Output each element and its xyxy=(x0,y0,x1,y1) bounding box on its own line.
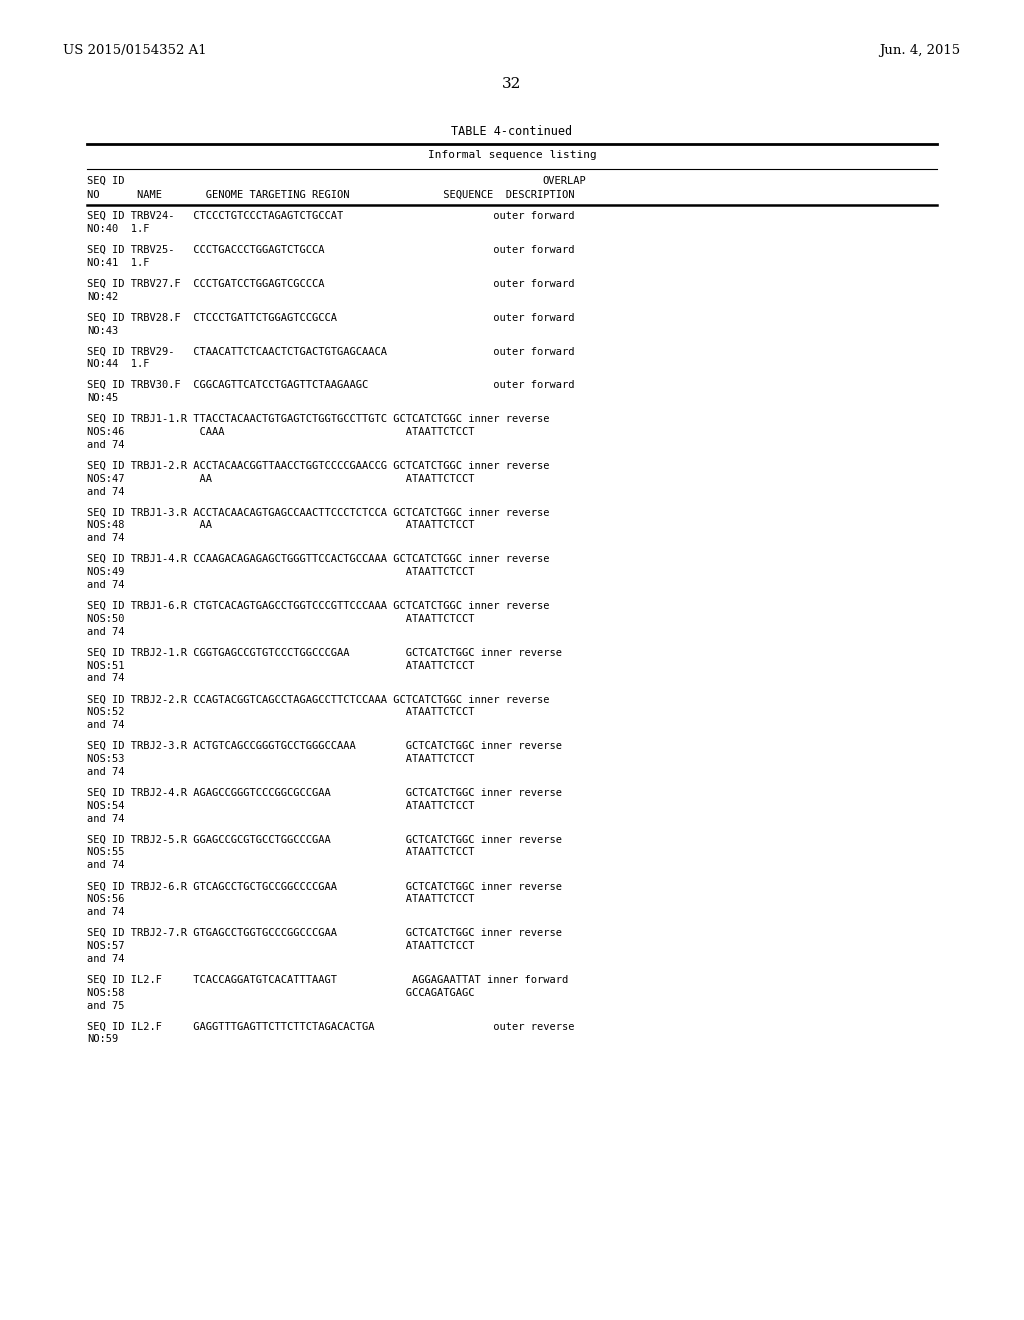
Text: NOS:50                                             ATAATTCTCCT: NOS:50 ATAATTCTCCT xyxy=(87,614,474,624)
Text: and 74: and 74 xyxy=(87,627,125,636)
Text: NOS:53                                             ATAATTCTCCT: NOS:53 ATAATTCTCCT xyxy=(87,754,474,764)
Text: and 75: and 75 xyxy=(87,1001,125,1011)
Text: SEQ ID TRBV25-   CCCTGACCCTGGAGTCTGCCA                           outer forward: SEQ ID TRBV25- CCCTGACCCTGGAGTCTGCCA out… xyxy=(87,246,574,255)
Text: NOS:55                                             ATAATTCTCCT: NOS:55 ATAATTCTCCT xyxy=(87,847,474,858)
Text: SEQ ID TRBV24-   CTCCCTGTCCCTAGAGTCTGCCAT                        outer forward: SEQ ID TRBV24- CTCCCTGTCCCTAGAGTCTGCCAT … xyxy=(87,211,574,222)
Text: NO      NAME       GENOME TARGETING REGION               SEQUENCE  DESCRIPTION: NO NAME GENOME TARGETING REGION SEQUENCE… xyxy=(87,190,574,201)
Text: and 74: and 74 xyxy=(87,907,125,917)
Text: NOS:49                                             ATAATTCTCCT: NOS:49 ATAATTCTCCT xyxy=(87,568,474,577)
Text: SEQ ID TRBV30.F  CGGCAGTTCATCCTGAGTTCTAAGAAGC                    outer forward: SEQ ID TRBV30.F CGGCAGTTCATCCTGAGTTCTAAG… xyxy=(87,380,574,391)
Text: SEQ ID IL2.F     GAGGTTTGAGTTCTTCTTCTAGACACTGA                   outer reverse: SEQ ID IL2.F GAGGTTTGAGTTCTTCTTCTAGACACT… xyxy=(87,1022,574,1031)
Text: US 2015/0154352 A1: US 2015/0154352 A1 xyxy=(63,44,207,57)
Text: SEQ ID TRBV27.F  CCCTGATCCTGGAGTCGCCCA                           outer forward: SEQ ID TRBV27.F CCCTGATCCTGGAGTCGCCCA ou… xyxy=(87,279,574,289)
Text: and 74: and 74 xyxy=(87,954,125,964)
Text: Informal sequence listing: Informal sequence listing xyxy=(428,150,596,161)
Text: SEQ ID TRBJ1-2.R ACCTACAACGGTTAACCTGGTCCCCGAACCG GCTCATCTGGC inner reverse: SEQ ID TRBJ1-2.R ACCTACAACGGTTAACCTGGTCC… xyxy=(87,461,550,471)
Text: SEQ ID TRBJ2-3.R ACTGTCAGCCGGGTGCCTGGGCCAAA        GCTCATCTGGC inner reverse: SEQ ID TRBJ2-3.R ACTGTCAGCCGGGTGCCTGGGCC… xyxy=(87,741,562,751)
Text: TABLE 4-continued: TABLE 4-continued xyxy=(452,125,572,139)
Text: Jun. 4, 2015: Jun. 4, 2015 xyxy=(880,44,961,57)
Text: SEQ ID TRBJ2-4.R AGAGCCGGGTCCCGGCGCCGAA            GCTCATCTGGC inner reverse: SEQ ID TRBJ2-4.R AGAGCCGGGTCCCGGCGCCGAA … xyxy=(87,788,562,797)
Text: and 74: and 74 xyxy=(87,767,125,777)
Text: SEQ ID TRBJ1-3.R ACCTACAACAGTGAGCCAACTTCCCTCTCCA GCTCATCTGGC inner reverse: SEQ ID TRBJ1-3.R ACCTACAACAGTGAGCCAACTTC… xyxy=(87,507,550,517)
Text: NO:42: NO:42 xyxy=(87,292,119,302)
Text: NO:40  1.F: NO:40 1.F xyxy=(87,224,150,234)
Text: and 74: and 74 xyxy=(87,579,125,590)
Text: NOS:46            CAAA                             ATAATTCTCCT: NOS:46 CAAA ATAATTCTCCT xyxy=(87,426,474,437)
Text: SEQ ID TRBJ2-1.R CGGTGAGCCGTGTCCCTGGCCCGAA         GCTCATCTGGC inner reverse: SEQ ID TRBJ2-1.R CGGTGAGCCGTGTCCCTGGCCCG… xyxy=(87,648,562,657)
Text: SEQ ID TRBV28.F  CTCCCTGATTCTGGAGTCCGCCA                         outer forward: SEQ ID TRBV28.F CTCCCTGATTCTGGAGTCCGCCA … xyxy=(87,313,574,322)
Text: SEQ ID TRBJ2-6.R GTCAGCCTGCTGCCGGCCCCGAA           GCTCATCTGGC inner reverse: SEQ ID TRBJ2-6.R GTCAGCCTGCTGCCGGCCCCGAA… xyxy=(87,882,562,891)
Text: SEQ ID: SEQ ID xyxy=(87,176,125,186)
Text: OVERLAP: OVERLAP xyxy=(543,176,587,186)
Text: SEQ ID TRBJ1-6.R CTGTCACAGTGAGCCTGGTCCCGTTCCCAAA GCTCATCTGGC inner reverse: SEQ ID TRBJ1-6.R CTGTCACAGTGAGCCTGGTCCCG… xyxy=(87,601,550,611)
Text: NOS:54                                             ATAATTCTCCT: NOS:54 ATAATTCTCCT xyxy=(87,801,474,810)
Text: and 74: and 74 xyxy=(87,813,125,824)
Text: NOS:47            AA                               ATAATTCTCCT: NOS:47 AA ATAATTCTCCT xyxy=(87,474,474,483)
Text: and 74: and 74 xyxy=(87,533,125,544)
Text: NO:43: NO:43 xyxy=(87,326,119,335)
Text: SEQ ID IL2.F     TCACCAGGATGTCACATTTAAGT            AGGAGAATTAT inner forward: SEQ ID IL2.F TCACCAGGATGTCACATTTAAGT AGG… xyxy=(87,974,568,985)
Text: SEQ ID TRBJ2-2.R CCAGTACGGTCAGCCTAGAGCCTTCTCCAAA GCTCATCTGGC inner reverse: SEQ ID TRBJ2-2.R CCAGTACGGTCAGCCTAGAGCCT… xyxy=(87,694,550,705)
Text: and 74: and 74 xyxy=(87,487,125,496)
Text: and 74: and 74 xyxy=(87,861,125,870)
Text: 32: 32 xyxy=(503,77,521,91)
Text: SEQ ID TRBJ1-1.R TTACCTACAACTGTGAGTCTGGTGCCTTGTC GCTCATCTGGC inner reverse: SEQ ID TRBJ1-1.R TTACCTACAACTGTGAGTCTGGT… xyxy=(87,414,550,424)
Text: NOS:52                                             ATAATTCTCCT: NOS:52 ATAATTCTCCT xyxy=(87,708,474,717)
Text: NOS:57                                             ATAATTCTCCT: NOS:57 ATAATTCTCCT xyxy=(87,941,474,950)
Text: NOS:51                                             ATAATTCTCCT: NOS:51 ATAATTCTCCT xyxy=(87,660,474,671)
Text: NOS:56                                             ATAATTCTCCT: NOS:56 ATAATTCTCCT xyxy=(87,894,474,904)
Text: SEQ ID TRBV29-   CTAACATTCTCAACTCTGACTGTGAGCAACA                 outer forward: SEQ ID TRBV29- CTAACATTCTCAACTCTGACTGTGA… xyxy=(87,346,574,356)
Text: and 74: and 74 xyxy=(87,673,125,684)
Text: NO:44  1.F: NO:44 1.F xyxy=(87,359,150,370)
Text: NO:41  1.F: NO:41 1.F xyxy=(87,257,150,268)
Text: and 74: and 74 xyxy=(87,721,125,730)
Text: SEQ ID TRBJ2-5.R GGAGCCGCGTGCCTGGCCCGAA            GCTCATCTGGC inner reverse: SEQ ID TRBJ2-5.R GGAGCCGCGTGCCTGGCCCGAA … xyxy=(87,834,562,845)
Text: SEQ ID TRBJ1-4.R CCAAGACAGAGAGCTGGGTTCCACTGCCAAA GCTCATCTGGC inner reverse: SEQ ID TRBJ1-4.R CCAAGACAGAGAGCTGGGTTCCA… xyxy=(87,554,550,564)
Text: NOS:58                                             GCCAGATGAGC: NOS:58 GCCAGATGAGC xyxy=(87,987,474,998)
Text: NOS:48            AA                               ATAATTCTCCT: NOS:48 AA ATAATTCTCCT xyxy=(87,520,474,531)
Text: SEQ ID TRBJ2-7.R GTGAGCCTGGTGCCCGGCCCGAA           GCTCATCTGGC inner reverse: SEQ ID TRBJ2-7.R GTGAGCCTGGTGCCCGGCCCGAA… xyxy=(87,928,562,939)
Text: NO:59: NO:59 xyxy=(87,1035,119,1044)
Text: NO:45: NO:45 xyxy=(87,393,119,403)
Text: and 74: and 74 xyxy=(87,440,125,450)
